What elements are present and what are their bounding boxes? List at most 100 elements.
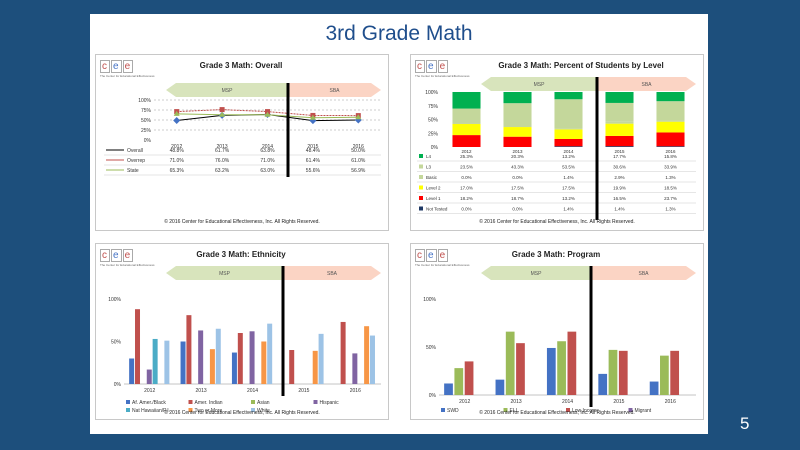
y-tick-label: 25% [428, 131, 439, 137]
legend-swatch [188, 400, 193, 404]
msp-arrow-label: MSP [531, 271, 543, 277]
x-tick-label: 2013 [196, 388, 207, 394]
legend-label: Asian [257, 400, 270, 406]
bar-segment [452, 108, 481, 124]
y-tick-label: 100% [138, 98, 151, 104]
msp-arrow-label: MSP [534, 82, 546, 88]
data-label: 61.0% [351, 158, 366, 164]
x-tick-label: 2013 [511, 399, 522, 405]
bar [340, 321, 346, 384]
bar-segment [554, 128, 583, 130]
x-tick-label: 2016 [350, 388, 361, 394]
bar-segment [656, 132, 685, 147]
slide-title: 3rd Grade Math [325, 22, 473, 45]
bar [516, 343, 525, 395]
bar [495, 379, 505, 395]
bar [135, 309, 141, 384]
y-tick-label: 75% [141, 108, 152, 114]
copyright: © 2016 Center for Educational Effectiven… [164, 219, 320, 225]
legend-label: Nat Hawaiian/P.I. [132, 408, 170, 414]
data-label: 61.7% [215, 148, 230, 154]
sba-arrow [288, 83, 381, 97]
bar [146, 369, 152, 384]
data-label: 19.9% [613, 186, 626, 191]
legend-label: Level 2 [426, 186, 441, 191]
copyright: © 2016 Center for Educational Effectiven… [479, 219, 635, 225]
data-point [173, 110, 180, 116]
x-tick-label: 2014 [262, 144, 273, 150]
legend-label: Amer. Indian [195, 400, 223, 406]
bar [152, 338, 158, 384]
bar [180, 341, 186, 384]
y-tick-label: 0% [144, 138, 152, 144]
legend-swatch [419, 185, 423, 190]
chart-title: Grade 3 Math: Ethnicity [196, 250, 286, 259]
legend-swatch [188, 408, 193, 412]
sba-arrow [591, 266, 696, 280]
bar-segment [656, 92, 685, 102]
data-label: 16.5% [613, 196, 626, 201]
data-label: 23.7% [664, 196, 677, 201]
bar-segment [656, 121, 685, 133]
data-label: 0.0% [461, 175, 471, 180]
data-label: 1.3% [665, 207, 675, 212]
legend-swatch [628, 408, 633, 412]
bar [557, 341, 566, 395]
bar [352, 353, 358, 384]
panel-program: MSP SBA 0% 50% 100% 2012 2013 2014 2015 2016 SWD EL… [410, 243, 704, 420]
page-number: 5 [740, 414, 750, 433]
bar [312, 350, 318, 384]
legend-label: Overrep [127, 158, 145, 164]
data-label: 17.0% [460, 186, 473, 191]
chart-title: Grade 3 Math: Program [511, 250, 601, 259]
bar-segment [605, 121, 634, 124]
x-tick-label: 2014 [562, 399, 573, 405]
bar-segment [503, 127, 532, 137]
sba-arrow-label: SBA [327, 271, 338, 277]
legend-swatch [419, 196, 423, 200]
x-tick-label: 2016 [353, 144, 364, 150]
data-label: 17.5% [562, 186, 575, 191]
data-label: 71.0% [170, 158, 185, 164]
x-tick-label: 2015 [298, 388, 309, 394]
x-tick-label: 2013 [217, 144, 228, 150]
bar [567, 331, 577, 395]
chart-title: Grade 3 Math: Percent of Students by Lev… [498, 61, 664, 70]
data-label: 18.5% [664, 186, 677, 191]
legend-label: Basic [426, 175, 438, 180]
msp-arrow [481, 266, 591, 280]
data-point [219, 107, 225, 113]
legend-label: Overall [127, 148, 143, 154]
legend-swatch [313, 400, 318, 404]
bar [237, 333, 243, 384]
data-point [265, 109, 270, 115]
bar [608, 349, 618, 395]
data-label: 1.4% [614, 207, 624, 212]
data-label: 18.2% [460, 196, 473, 201]
panel-ethnicity: MSP SBA 0% 50% 100% 2012 2013 2014 2015 2016 Af. A… [95, 243, 389, 420]
legend-swatch [419, 206, 423, 211]
legend-swatch [419, 175, 423, 179]
data-label: 18.7% [511, 196, 524, 201]
y-tick-label: 0% [429, 393, 437, 399]
y-tick-label: 50% [428, 118, 439, 124]
sba-arrow-label: SBA [329, 88, 340, 94]
y-tick-label: 100% [425, 90, 438, 96]
bar [215, 328, 221, 384]
data-label: 1.4% [563, 207, 573, 212]
data-label: 71.0% [260, 158, 275, 164]
data-point [309, 114, 316, 120]
y-tick-label: 0% [431, 145, 439, 151]
bar-segment [452, 123, 481, 136]
x-tick-label: 2012 [461, 149, 472, 154]
bar-segment [605, 146, 634, 147]
data-label: 13.2% [562, 196, 575, 201]
y-tick-label: 75% [428, 104, 439, 110]
bar [660, 355, 669, 395]
x-tick-label: 2016 [665, 399, 676, 405]
data-label: 48.8% [170, 148, 185, 154]
data-label: 17.5% [511, 186, 524, 191]
msp-arrow [166, 83, 288, 97]
data-label: 53.5% [562, 165, 575, 170]
data-label: 1.3% [665, 175, 675, 180]
